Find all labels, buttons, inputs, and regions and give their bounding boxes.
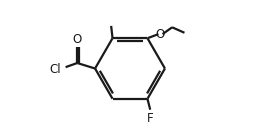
Text: Cl: Cl xyxy=(50,63,62,76)
Text: O: O xyxy=(73,33,82,46)
Text: O: O xyxy=(155,28,164,41)
Text: F: F xyxy=(147,112,153,125)
